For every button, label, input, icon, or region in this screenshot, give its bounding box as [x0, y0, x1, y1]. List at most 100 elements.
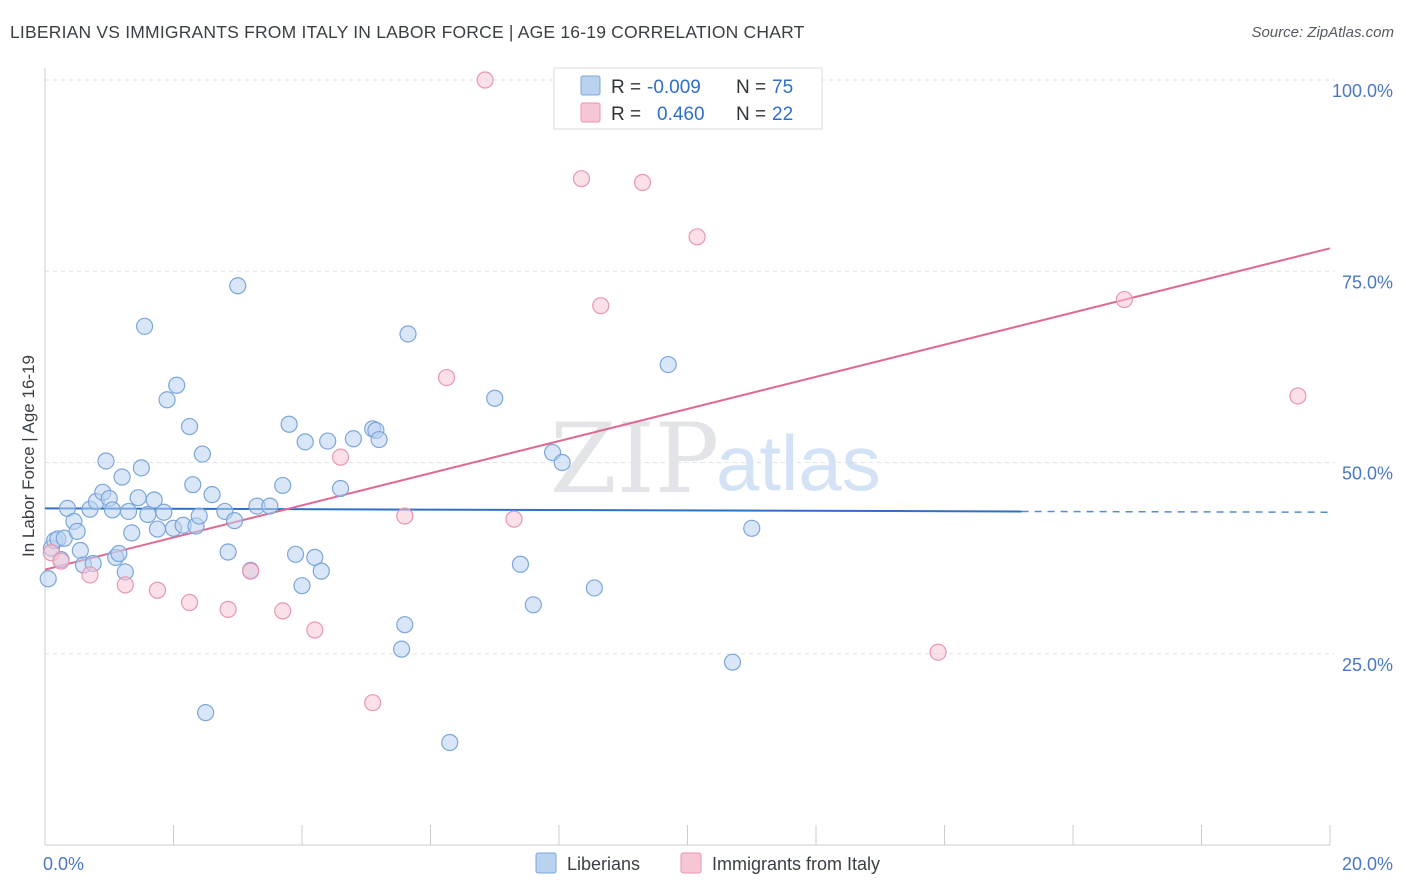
point-liberians — [168, 376, 186, 394]
point-italy — [364, 694, 382, 712]
point-liberians — [441, 733, 459, 752]
point-liberians — [39, 570, 57, 588]
data-points — [39, 71, 1307, 752]
point-italy — [274, 602, 292, 620]
point-liberians — [296, 433, 314, 451]
point-liberians — [293, 577, 311, 595]
legend-label-italy: Immigrants from Italy — [712, 854, 880, 874]
legend-swatch-italy — [680, 852, 702, 874]
point-liberians — [261, 497, 279, 515]
point-liberians — [280, 415, 298, 433]
axes — [44, 68, 1331, 846]
point-italy — [81, 566, 99, 584]
point-italy — [331, 448, 350, 466]
point-italy — [688, 228, 706, 246]
point-liberians — [585, 579, 603, 597]
point-liberians — [396, 616, 414, 634]
stats-legend: R = -0.009 N = 75 R = 0.460 N = 22 — [553, 67, 823, 130]
point-liberians — [511, 555, 530, 573]
point-liberians — [331, 479, 350, 498]
point-liberians — [486, 389, 504, 407]
watermark: ZIP atlas — [550, 403, 881, 515]
point-liberians — [399, 325, 417, 343]
point-italy — [242, 562, 260, 580]
point-liberians — [113, 468, 131, 486]
point-italy — [180, 593, 199, 612]
point-italy — [52, 552, 70, 570]
point-liberians — [148, 520, 167, 538]
grid-lines — [45, 79, 1335, 655]
point-liberians — [155, 503, 173, 521]
point-liberians — [219, 543, 237, 561]
trend-line-italy — [44, 247, 1331, 571]
stats-r-value: 0.460 — [657, 104, 705, 125]
point-italy — [505, 510, 523, 528]
point-liberians — [344, 430, 362, 448]
point-liberians — [190, 507, 208, 525]
stats-swatch-pink — [580, 102, 601, 123]
point-italy — [592, 297, 610, 315]
point-liberians — [132, 459, 150, 477]
point-liberians — [319, 432, 337, 450]
point-liberians — [129, 489, 147, 507]
watermark-zip: ZIP — [550, 403, 719, 515]
point-liberians — [312, 562, 330, 580]
y-tick-label: 100.0% — [1332, 81, 1393, 101]
point-italy — [396, 507, 414, 525]
bottom-legend: Liberians Immigrants from Italy — [535, 852, 880, 874]
y-tick-label: 75.0% — [1342, 272, 1393, 292]
point-liberians — [370, 430, 388, 449]
point-liberians — [743, 519, 761, 537]
point-liberians — [203, 486, 221, 504]
point-italy — [219, 600, 237, 618]
stats-n-label: N = — [736, 104, 766, 125]
watermark-atlas: atlas — [716, 419, 881, 507]
legend-swatch-liberians — [535, 852, 557, 874]
point-italy — [476, 71, 494, 89]
point-liberians — [553, 453, 571, 472]
x-tick-label: 20.0% — [1342, 854, 1393, 874]
stats-r-label: R = — [611, 77, 641, 98]
stats-r-label: R = — [611, 104, 641, 125]
point-liberians — [71, 541, 89, 560]
point-liberians — [97, 452, 115, 470]
stats-n-label: N = — [736, 77, 766, 98]
tick-labels: 25.0% 50.0% 75.0% 100.0% 0.0% 20.0% — [43, 81, 1393, 874]
point-liberians — [68, 522, 86, 540]
point-liberians — [229, 277, 247, 295]
trend-lines — [44, 247, 1331, 571]
point-italy — [306, 621, 324, 639]
x-tick-label: 0.0% — [43, 854, 84, 874]
point-liberians — [184, 476, 202, 494]
point-liberians — [306, 548, 324, 566]
point-liberians — [225, 512, 244, 530]
stats-swatch-blue — [580, 75, 601, 96]
y-axis-title: In Labor Force | Age 16-19 — [19, 355, 38, 557]
point-liberians — [123, 524, 141, 542]
chart-title: LIBERIAN VS IMMIGRANTS FROM ITALY IN LAB… — [10, 22, 805, 42]
point-italy — [1289, 387, 1307, 405]
y-tick-label: 25.0% — [1342, 655, 1393, 675]
point-italy — [116, 576, 134, 594]
point-liberians — [135, 317, 154, 335]
point-liberians — [723, 653, 742, 671]
legend-label-liberians: Liberians — [567, 854, 640, 874]
point-italy — [572, 170, 591, 188]
point-liberians — [145, 491, 163, 509]
point-liberians — [103, 501, 122, 519]
stats-n-value: 22 — [772, 104, 793, 125]
stats-n-value: 75 — [772, 77, 793, 98]
point-liberians — [180, 417, 199, 436]
point-italy — [437, 368, 456, 387]
point-liberians — [274, 476, 292, 495]
point-liberians — [193, 445, 212, 463]
point-liberians — [524, 596, 542, 614]
point-liberians — [158, 391, 176, 409]
trend-line-liberians-extension — [1021, 510, 1331, 513]
point-liberians — [286, 545, 305, 563]
point-liberians — [392, 640, 411, 658]
y-tick-label: 50.0% — [1342, 464, 1393, 484]
trend-line-liberians — [44, 507, 1022, 513]
stats-r-value: -0.009 — [647, 77, 701, 98]
